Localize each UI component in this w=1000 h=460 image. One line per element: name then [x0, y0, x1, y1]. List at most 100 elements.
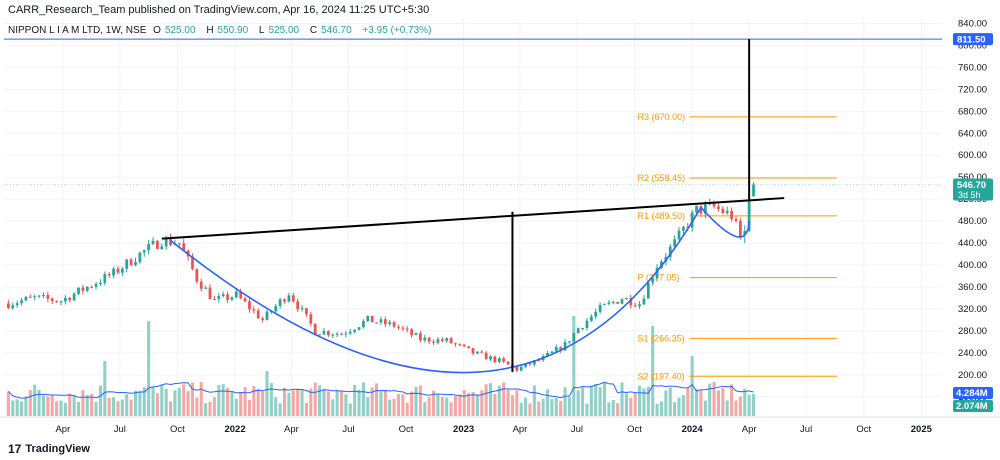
candlesticks — [7, 179, 755, 373]
volume-bar — [699, 390, 703, 416]
volume-bar — [28, 390, 32, 416]
candle-body — [77, 287, 80, 294]
candle-body — [581, 327, 584, 329]
candle-body — [585, 320, 589, 328]
candle-body — [489, 356, 492, 360]
candle-body — [125, 259, 129, 269]
volume-bar — [243, 386, 247, 416]
volume-bar — [493, 393, 497, 416]
volume-tag-label-1: 2.074M — [956, 401, 988, 412]
volume-bar — [81, 390, 85, 416]
volume-bar — [103, 361, 107, 416]
price-tick-label-12: 360.00 — [958, 282, 987, 293]
volume-bar — [247, 399, 251, 416]
candle-body — [405, 328, 409, 330]
volume-bar — [125, 394, 129, 416]
volume-bar — [673, 402, 677, 416]
volume-bar — [554, 398, 558, 416]
volume-bar — [734, 400, 738, 416]
candle-body — [340, 333, 343, 335]
candle-body — [248, 301, 251, 310]
candle-body — [256, 310, 260, 319]
candle-body — [419, 333, 422, 341]
volume-bar — [269, 383, 273, 416]
volume-bar — [545, 389, 550, 416]
volume-bar — [510, 395, 514, 416]
volume-bar — [221, 384, 225, 416]
candle-body — [265, 311, 269, 320]
volume-bar — [475, 394, 479, 416]
candle-body — [287, 295, 291, 302]
symbol-legend: NIPPON L I A M LTD, 1W, NSE O 525.00 H 550… — [8, 25, 435, 36]
price-tick-label-7: 560.00 — [958, 172, 987, 183]
candle-body — [344, 333, 348, 335]
price-mark-box-0 — [953, 33, 993, 46]
volume-bar — [19, 401, 24, 416]
price-axis[interactable]: 840.00 800.00 760.00 720.00 680.00 640.00 600.… — [942, 0, 1000, 460]
candle-body — [695, 205, 698, 213]
volume-bar — [471, 392, 475, 416]
tradingview-logo[interactable]: 17 TradingView — [8, 442, 90, 456]
candle-body — [738, 220, 742, 237]
volume-bar — [528, 403, 532, 416]
candle-body — [480, 351, 484, 353]
ohlc-close-value: 546.70 — [321, 25, 352, 36]
candle-body — [502, 358, 506, 362]
volume-bar — [502, 382, 506, 416]
candle-body — [703, 204, 707, 214]
volume-bar — [730, 384, 734, 416]
candle-body — [528, 363, 532, 365]
volume-bar — [681, 395, 685, 416]
pattern-drawings[interactable] — [161, 39, 785, 374]
ohlc-open-value: 525.00 — [164, 25, 196, 36]
volume-bar — [629, 397, 633, 416]
candle-body — [103, 274, 107, 283]
candle-body — [423, 337, 427, 341]
volume-bar — [344, 394, 348, 416]
volume-bar — [274, 397, 278, 416]
candle-body — [300, 308, 304, 310]
candle-body — [598, 304, 602, 312]
time-tick-label-9: Jul — [571, 424, 583, 435]
volume-bar — [190, 382, 195, 416]
volume-bar — [318, 385, 322, 416]
grid — [4, 18, 942, 416]
volume-tag-box-0 — [953, 387, 993, 399]
ohlc-low-label: L — [258, 25, 265, 36]
candle-body — [217, 296, 221, 299]
candle-body — [296, 301, 300, 310]
volume-bar — [204, 403, 208, 416]
candle-body — [721, 208, 725, 214]
candle-body — [348, 331, 352, 334]
candle-body — [283, 299, 286, 302]
candle-body — [326, 331, 330, 336]
candle-body — [309, 314, 313, 324]
volume-bar — [15, 399, 19, 416]
volume-bar — [695, 389, 699, 416]
volume-bar — [33, 384, 37, 416]
ohlc-high-label: H — [206, 25, 214, 36]
candle-body — [651, 278, 655, 283]
pivot-levels: R3 (670.00) R2 (558.45) R1 (489.50) P (377.… — [638, 112, 837, 381]
candle-body — [449, 338, 453, 344]
volume-bar — [690, 356, 694, 416]
volume-bar — [55, 401, 59, 416]
candle-body — [554, 347, 558, 352]
volume-bar — [50, 395, 54, 416]
candle-body — [234, 291, 238, 298]
candle-body — [208, 287, 212, 299]
time-axis[interactable]: Apr Jul Oct 2022 Apr Jul Oct 2023 Apr Jul Oct 2024 A… — [0, 416, 1000, 435]
candle-body — [313, 323, 317, 335]
candle-body — [182, 243, 186, 251]
tradingview-logo-icon: 17 — [8, 442, 22, 456]
candle-body — [537, 360, 541, 362]
candle-body — [646, 282, 650, 299]
volume-bar — [563, 387, 567, 416]
candle-body — [454, 343, 457, 345]
volume-bar — [581, 387, 585, 416]
candle-body — [568, 341, 571, 343]
volume-bar — [655, 403, 659, 416]
volume-bar — [90, 393, 94, 416]
ohlc-high: H 550.90 — [206, 25, 252, 36]
